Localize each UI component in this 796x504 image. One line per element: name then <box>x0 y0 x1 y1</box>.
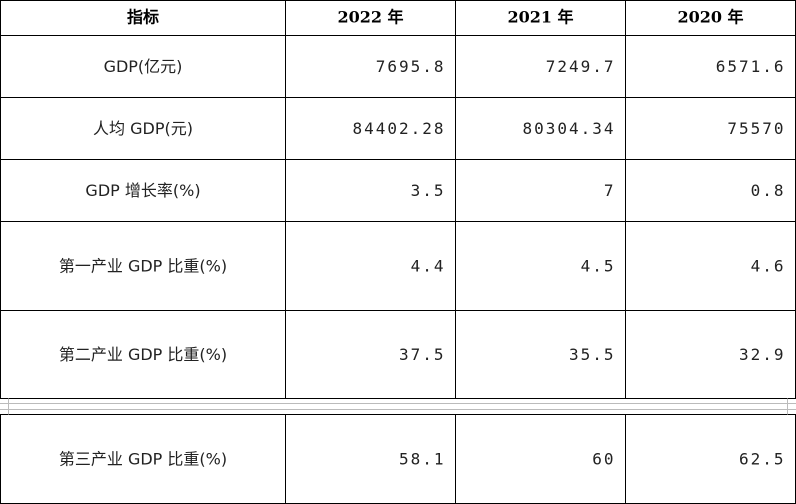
value-cell: 58.1 <box>399 450 446 469</box>
value-cell: 37.5 <box>399 345 446 364</box>
header-cell: 2020 年 <box>677 8 743 27</box>
header-cell: 指标 <box>127 8 159 27</box>
value-cell: 84402.28 <box>352 119 445 138</box>
value-cell: 7 <box>604 181 616 200</box>
header-cell: 2022 年 <box>337 8 403 27</box>
value-cell: 4.5 <box>581 257 616 276</box>
header-cell: 2021 年 <box>507 8 573 27</box>
value-cell: 6571.6 <box>716 57 786 76</box>
row-label: 第二产业 GDP 比重(%) <box>59 345 227 364</box>
value-cell: 3.5 <box>411 181 446 200</box>
value-cell: 62.5 <box>739 450 786 469</box>
value-cell: 80304.34 <box>522 119 615 138</box>
row-label: GDP(亿元) <box>104 57 183 76</box>
value-cell: 7249.7 <box>546 57 616 76</box>
value-cell: 35.5 <box>569 345 616 364</box>
value-cell: 4.4 <box>411 257 446 276</box>
value-cell: 60 <box>592 450 615 469</box>
row-label: 第三产业 GDP 比重(%) <box>59 450 227 469</box>
row-label: GDP 增长率(%) <box>85 181 200 200</box>
value-cell: 75570 <box>727 119 785 138</box>
value-cell: 7695.8 <box>376 57 446 76</box>
row-label: 第一产业 GDP 比重(%) <box>59 257 227 276</box>
value-cell: 0.8 <box>751 181 786 200</box>
value-cell: 4.6 <box>751 257 786 276</box>
row-label: 人均 GDP(元) <box>93 119 193 138</box>
value-cell: 32.9 <box>739 345 786 364</box>
